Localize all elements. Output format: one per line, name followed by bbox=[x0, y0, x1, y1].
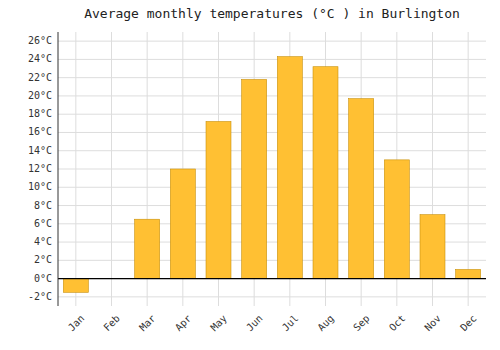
x-tick-label: Aug bbox=[315, 313, 336, 334]
x-tick-label: Dec bbox=[458, 313, 479, 334]
y-grid-line bbox=[58, 114, 486, 115]
chart-container: -2°C 0°C 2°C 4°C 6°C 8°C 10°C 12°C 14°C 16°C 18°C 2… bbox=[0, 0, 500, 350]
y-grid-line bbox=[58, 77, 486, 78]
bar bbox=[135, 219, 160, 278]
grid bbox=[58, 32, 486, 306]
y-grid-line bbox=[58, 187, 486, 188]
y-tick-label: 10°C bbox=[28, 181, 52, 192]
x-tick-label: Jul bbox=[280, 313, 301, 334]
x-tick-label: Oct bbox=[387, 313, 408, 334]
y-axis-line bbox=[58, 32, 59, 306]
bar bbox=[242, 79, 267, 278]
x-tick-label: May bbox=[208, 313, 229, 334]
bar bbox=[63, 279, 88, 293]
y-tick-label: 16°C bbox=[28, 126, 52, 137]
y-tick-label: 22°C bbox=[28, 72, 52, 83]
y-tick-label: 26°C bbox=[28, 35, 52, 46]
y-tick-label: 12°C bbox=[28, 163, 52, 174]
y-grid-line bbox=[58, 132, 486, 133]
y-grid-line bbox=[58, 169, 486, 170]
chart-title: Average monthly temperatures (°C ) in Bu… bbox=[84, 6, 460, 21]
y-grid-line bbox=[58, 150, 486, 151]
bar bbox=[313, 67, 338, 279]
x-grid-line bbox=[111, 32, 112, 306]
bar bbox=[170, 169, 195, 279]
x-grid-line bbox=[75, 32, 76, 306]
bars bbox=[63, 57, 480, 293]
y-tick-label: -2°C bbox=[28, 291, 52, 302]
x-tick-labels: Jan Feb Mar Apr May Jun Jul Aug Sep Oct Nov Dec bbox=[66, 313, 479, 334]
bar bbox=[420, 215, 445, 279]
x-tick-label: Jan bbox=[66, 313, 87, 334]
y-tick-label: 18°C bbox=[28, 108, 52, 119]
y-grid-line bbox=[58, 95, 486, 96]
y-tick-label: 6°C bbox=[34, 218, 52, 229]
y-tick-label: 0°C bbox=[34, 273, 52, 284]
x-tick-label: Apr bbox=[173, 313, 194, 334]
bar bbox=[456, 269, 481, 278]
x-tick-label: Mar bbox=[137, 313, 158, 334]
y-tick-label: 8°C bbox=[34, 200, 52, 211]
x-grid-line bbox=[468, 32, 469, 306]
bar bbox=[384, 160, 409, 279]
y-tick-label: 2°C bbox=[34, 254, 52, 265]
y-tick-label: 24°C bbox=[28, 53, 52, 64]
bar bbox=[277, 57, 302, 279]
y-tick-label: 4°C bbox=[34, 236, 52, 247]
y-grid-line bbox=[58, 41, 486, 42]
y-tick-labels: -2°C 0°C 2°C 4°C 6°C 8°C 10°C 12°C 14°C 16°C 18°C 2… bbox=[28, 35, 52, 302]
x-tick-label: Feb bbox=[101, 313, 122, 334]
zero-line bbox=[58, 278, 486, 279]
x-tick-label: Jun bbox=[244, 313, 265, 334]
page: {"chart_data": {"type": "bar", "title": … bbox=[0, 0, 500, 350]
chart-svg: -2°C 0°C 2°C 4°C 6°C 8°C 10°C 12°C 14°C 16°C 18°C 2… bbox=[0, 0, 500, 350]
y-tick-label: 14°C bbox=[28, 145, 52, 156]
y-grid-line bbox=[58, 205, 486, 206]
x-tick-label: Nov bbox=[422, 313, 443, 334]
bar bbox=[349, 99, 374, 279]
y-grid-line bbox=[58, 296, 486, 297]
y-grid-line bbox=[58, 59, 486, 60]
x-tick-label: Sep bbox=[351, 313, 372, 334]
bar bbox=[206, 122, 231, 279]
y-grid-line bbox=[58, 278, 486, 279]
y-tick-label: 20°C bbox=[28, 90, 52, 101]
